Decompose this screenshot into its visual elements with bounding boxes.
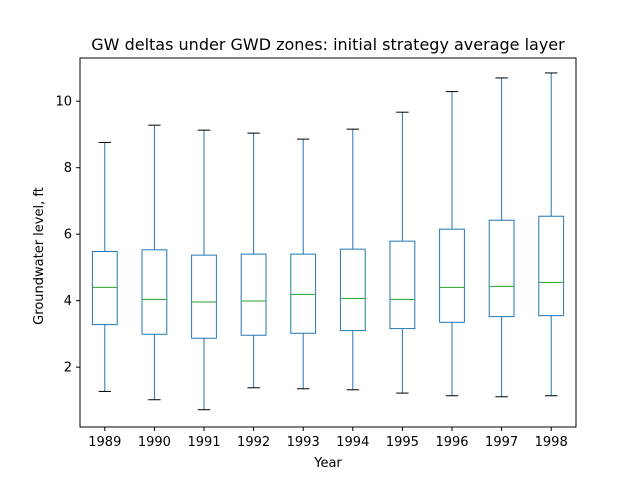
y-tick-label: 6	[64, 228, 72, 243]
box-1996	[439, 228, 465, 323]
box-1990	[141, 249, 168, 335]
box-1991	[191, 254, 217, 339]
y-axis-label: Groundwater level, ft	[32, 187, 47, 325]
y-tick-label: 4	[64, 294, 72, 309]
box-1992	[240, 253, 267, 336]
x-tick-label: 1989	[88, 435, 121, 450]
x-tick-label: 1994	[336, 435, 369, 450]
x-tick-label: 1990	[138, 435, 171, 450]
x-tick-label: 1992	[237, 435, 270, 450]
y-tick-label: 2	[64, 361, 72, 376]
y-tick-label: 8	[64, 161, 72, 176]
chart-title: GW deltas under GWD zones: initial strat…	[91, 35, 565, 54]
box-1993	[290, 253, 317, 334]
x-tick-label: 1993	[287, 435, 320, 450]
plot-area: 2 4 6 8 10 1989 1990 1991 1992 1993 1994 1995 1996 19…	[55, 57, 577, 450]
box-1995	[389, 240, 416, 330]
x-tick-label: 1991	[187, 435, 220, 450]
x-tick-label: 1997	[485, 435, 518, 450]
x-tick-label: 1996	[435, 435, 468, 450]
x-tick-label: 1998	[535, 435, 568, 450]
box-1997	[488, 219, 515, 318]
box-1994	[339, 248, 366, 332]
box-1998	[538, 215, 565, 317]
x-axis-label: Year	[313, 456, 342, 471]
y-tick-label: 10	[55, 95, 72, 110]
axes-frame	[79, 57, 577, 428]
x-tick-label: 1995	[386, 435, 419, 450]
box-1989	[91, 250, 118, 326]
